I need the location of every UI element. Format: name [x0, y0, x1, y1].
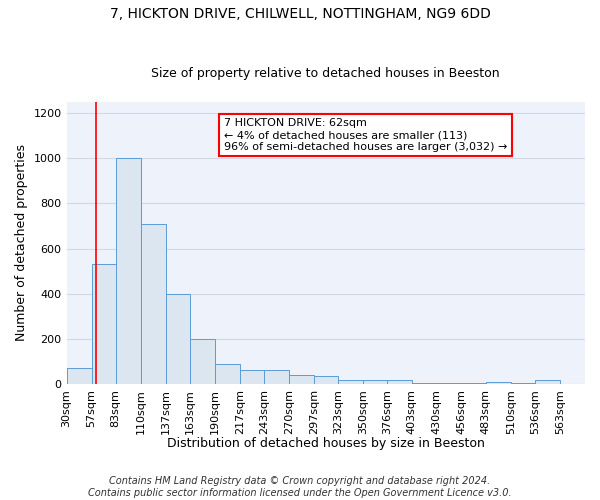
Text: 7, HICKTON DRIVE, CHILWELL, NOTTINGHAM, NG9 6DD: 7, HICKTON DRIVE, CHILWELL, NOTTINGHAM, … [110, 8, 490, 22]
Bar [314, 376, 338, 384]
Bar [412, 383, 437, 384]
Bar [461, 383, 486, 384]
Bar [140, 224, 166, 384]
Bar [437, 383, 461, 384]
Bar [535, 380, 560, 384]
Bar [116, 158, 140, 384]
Bar [486, 382, 511, 384]
Bar [239, 370, 264, 384]
Bar [511, 383, 535, 384]
Bar [92, 264, 116, 384]
Text: 7 HICKTON DRIVE: 62sqm
← 4% of detached houses are smaller (113)
96% of semi-det: 7 HICKTON DRIVE: 62sqm ← 4% of detached … [224, 118, 508, 152]
Bar [166, 294, 190, 384]
Bar [338, 380, 363, 384]
Bar [215, 364, 239, 384]
X-axis label: Distribution of detached houses by size in Beeston: Distribution of detached houses by size … [167, 437, 485, 450]
Title: Size of property relative to detached houses in Beeston: Size of property relative to detached ho… [151, 66, 500, 80]
Bar [190, 339, 215, 384]
Bar [67, 368, 92, 384]
Text: Contains HM Land Registry data © Crown copyright and database right 2024.
Contai: Contains HM Land Registry data © Crown c… [88, 476, 512, 498]
Bar [264, 370, 289, 384]
Bar [289, 375, 314, 384]
Bar [363, 380, 387, 384]
Bar [387, 380, 412, 384]
Y-axis label: Number of detached properties: Number of detached properties [15, 144, 28, 342]
